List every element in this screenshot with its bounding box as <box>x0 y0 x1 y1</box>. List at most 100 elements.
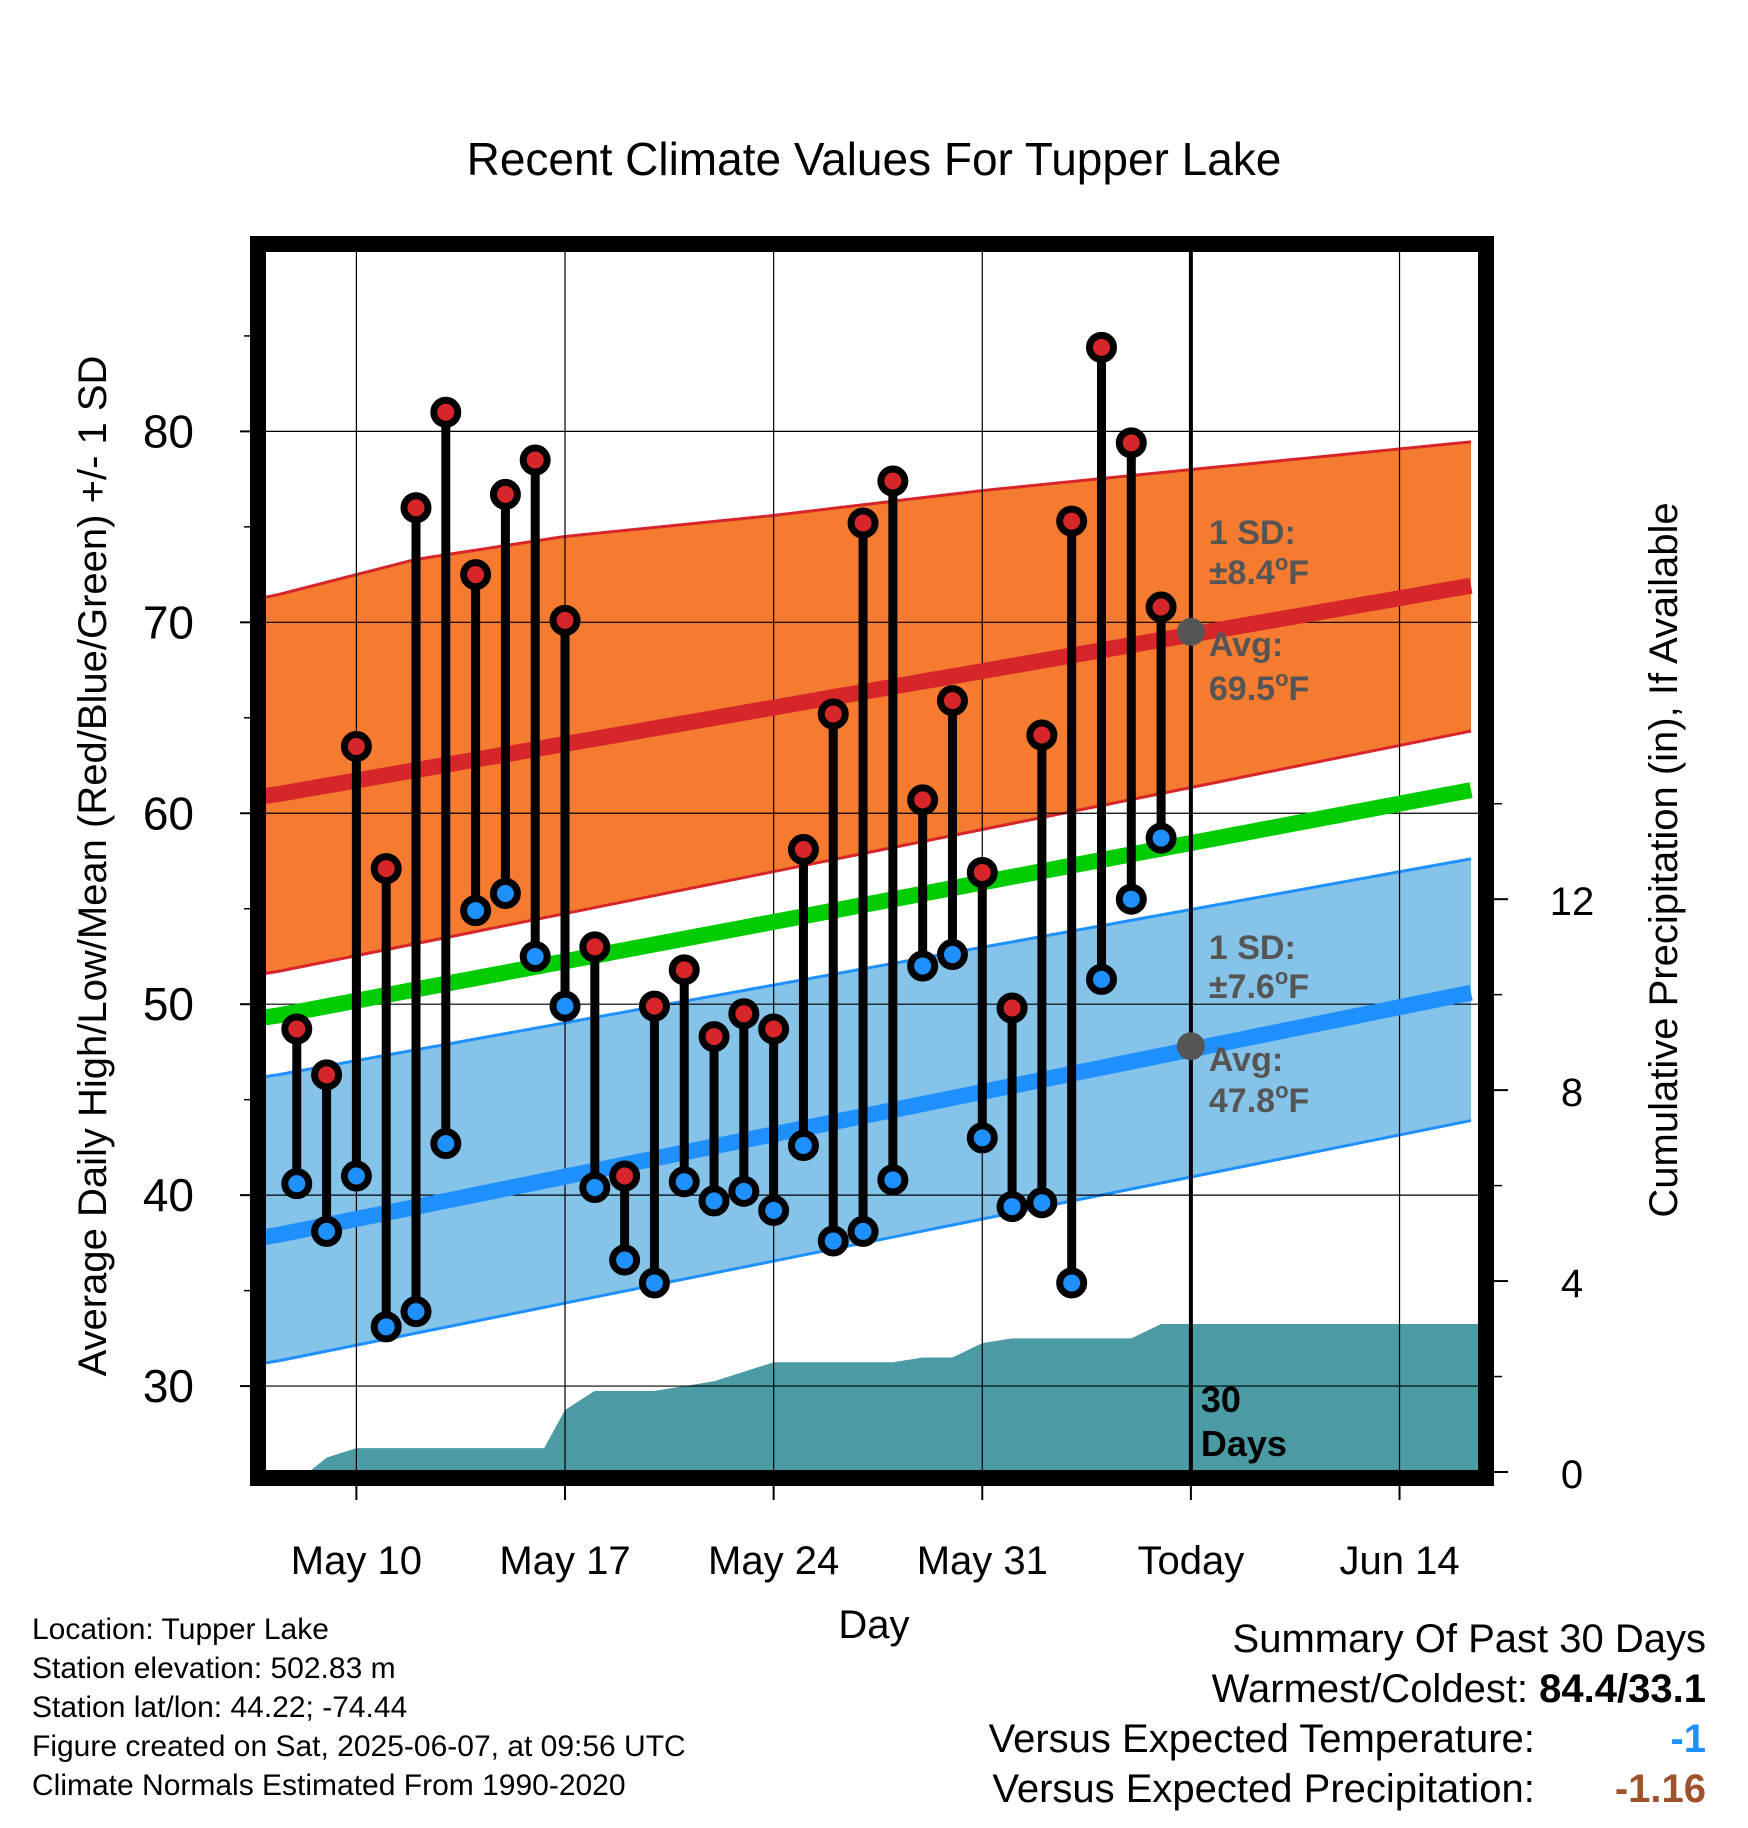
y-axis-left-label: Average Daily High/Low/Mean (Red/Blue/Gr… <box>71 356 115 1377</box>
summary-panel: Summary Of Past 30 Days Warmest/Coldest:… <box>989 1614 1706 1814</box>
low-avg-value: 47.8oF <box>1209 1078 1309 1120</box>
obs-low-point <box>847 1215 879 1247</box>
obs-high-point <box>728 998 760 1030</box>
y-axis-right-label: Cumulative Precipitation (in), If Availa… <box>1642 502 1686 1217</box>
obs-high-point <box>698 1021 730 1053</box>
today-high-avg-marker <box>1176 617 1205 646</box>
summary-temp-label: Versus Expected Temperature: <box>988 1717 1535 1761</box>
y-right-tick-label: 12 <box>1550 880 1595 924</box>
obs-high-point <box>400 492 432 524</box>
days-marker-line2: Days <box>1201 1423 1287 1464</box>
obs-high-point <box>1115 427 1147 459</box>
low-sd-value-number: ±7.6 <box>1209 968 1275 1006</box>
y-left-tick-label: 60 <box>143 787 194 839</box>
high-avg-value: 69.5oF <box>1209 666 1309 708</box>
low-avg-value-number: 47.8 <box>1209 1082 1275 1120</box>
obs-high-point <box>936 685 968 717</box>
y-right-tick-label: 8 <box>1561 1071 1583 1115</box>
x-tick-label: May 24 <box>708 1539 839 1583</box>
obs-low-point <box>936 939 968 971</box>
obs-high-point <box>758 1013 790 1045</box>
low-sd-value-unit: F <box>1288 968 1309 1006</box>
obs-high-point <box>549 604 581 636</box>
chart-title: Recent Climate Values For Tupper Lake <box>467 133 1282 185</box>
obs-low-point <box>1145 822 1177 854</box>
low-avg-value-unit: F <box>1289 1082 1310 1120</box>
obs-high-point <box>847 507 879 539</box>
obs-high-point <box>340 730 372 762</box>
low-avg-value-degree: o <box>1275 1078 1288 1103</box>
high-avg-value-number: 69.5 <box>1209 670 1275 708</box>
summary-warmest-row: Warmest/Coldest: 84.4/33.1 <box>989 1664 1706 1714</box>
obs-low-point <box>311 1215 343 1247</box>
obs-low-point <box>907 950 939 982</box>
obs-high-point <box>370 853 402 885</box>
high-avg-value-unit: F <box>1289 670 1310 708</box>
summary-temp-row: Versus Expected Temperature: -1 <box>989 1714 1706 1764</box>
y-left-tick-label: 40 <box>143 1169 194 1221</box>
summary-precip-row: Versus Expected Precipitation: -1.16 <box>989 1764 1706 1814</box>
obs-high-point <box>430 396 462 428</box>
summary-precip-value: -1.16 <box>1614 1767 1706 1811</box>
high-sd-value-degree: o <box>1275 550 1288 575</box>
obs-low-point <box>787 1129 819 1161</box>
summary-precip-label: Versus Expected Precipitation: <box>992 1767 1535 1811</box>
obs-low-point <box>728 1175 760 1207</box>
today-low-avg-marker <box>1176 1032 1205 1061</box>
obs-high-point <box>281 1013 313 1045</box>
obs-low-point <box>966 1122 998 1154</box>
obs-high-point <box>966 856 998 888</box>
obs-low-point <box>579 1172 611 1204</box>
x-tick-label: May 17 <box>499 1539 630 1583</box>
obs-high-point <box>638 990 670 1022</box>
y-left-tick-label: 50 <box>143 978 194 1030</box>
obs-high-point <box>519 444 551 476</box>
obs-low-point <box>1026 1187 1058 1219</box>
obs-low-point <box>370 1311 402 1343</box>
obs-high-point <box>1056 505 1088 537</box>
obs-high-point <box>787 834 819 866</box>
obs-low-point <box>668 1166 700 1198</box>
x-axis-label: Day <box>838 1603 909 1647</box>
obs-low-point <box>460 895 492 927</box>
info-created: Figure created on Sat, 2025-06-07, at 09… <box>32 1730 686 1763</box>
obs-high-point <box>609 1160 641 1192</box>
obs-low-point <box>340 1160 372 1192</box>
y-left-tick-label: 80 <box>143 405 194 457</box>
obs-low-point <box>1115 883 1147 915</box>
x-tick-label: May 31 <box>917 1539 1048 1583</box>
high-sd-value-number: ±8.4 <box>1209 554 1275 592</box>
obs-low-point <box>996 1191 1028 1223</box>
x-tick-label: May 10 <box>291 1539 422 1583</box>
y-right-tick-label: 4 <box>1561 1262 1583 1306</box>
obs-high-point <box>996 992 1028 1024</box>
obs-high-point <box>489 478 521 510</box>
high-sd-upper-edge <box>264 440 1472 599</box>
obs-low-point <box>1085 963 1117 995</box>
x-tick-label: Jun 14 <box>1339 1539 1459 1583</box>
obs-low-point <box>400 1296 432 1328</box>
obs-low-point <box>519 940 551 972</box>
precip-area <box>308 1324 1480 1472</box>
obs-low-point <box>281 1168 313 1200</box>
info-location: Location: Tupper Lake <box>32 1613 329 1646</box>
plot-frame <box>250 236 1494 1486</box>
obs-high-point <box>1145 591 1177 623</box>
y-left-tick-label: 30 <box>143 1360 194 1412</box>
days-marker-line1: 30 <box>1201 1379 1241 1420</box>
high-sd-value-unit: F <box>1288 554 1309 592</box>
obs-high-point <box>1085 331 1117 363</box>
high-avg-label: Avg: <box>1209 626 1283 664</box>
axes: 30 40 50 60 70 80 0 4 8 12 May 10 May 17 May 24 May 3… <box>143 236 1595 1583</box>
obs-low-point <box>758 1194 790 1226</box>
low-sd-value-degree: o <box>1275 964 1288 989</box>
obs-high-point <box>579 931 611 963</box>
obs-low-point <box>489 877 521 909</box>
obs-low-point <box>549 990 581 1022</box>
obs-low-point <box>1056 1267 1088 1299</box>
high-sd-value: ±8.4oF <box>1209 550 1309 592</box>
y-left-tick-label: 70 <box>143 596 194 648</box>
obs-low-point <box>698 1185 730 1217</box>
